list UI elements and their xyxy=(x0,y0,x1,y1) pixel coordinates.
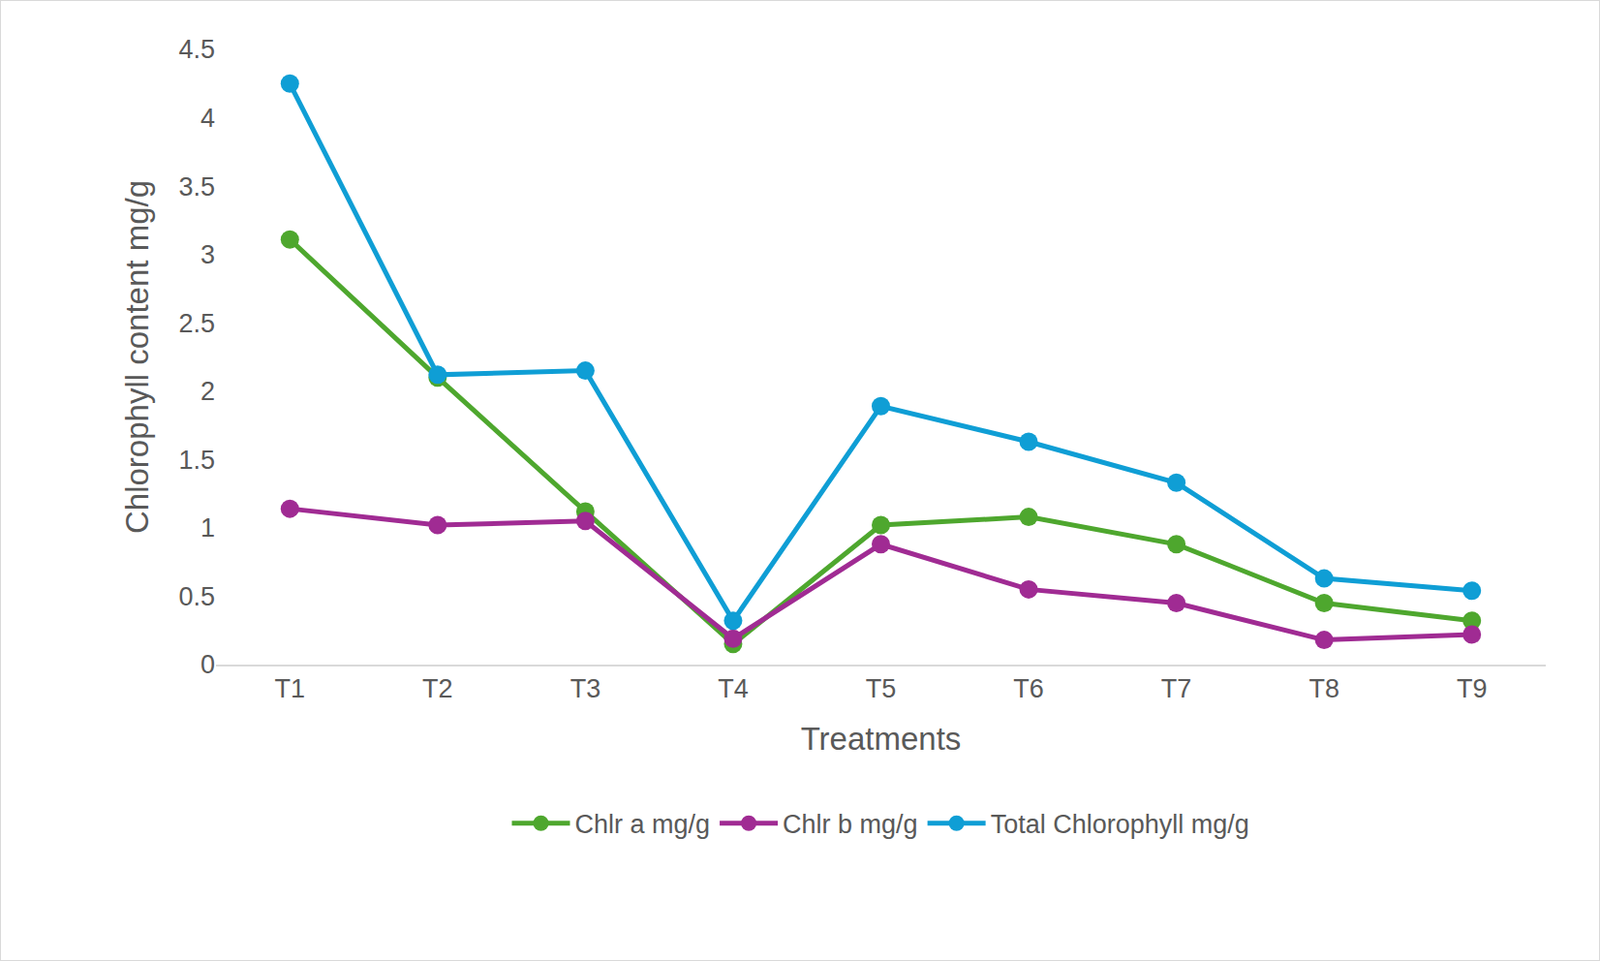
svg-text:Chlr b mg/g: Chlr b mg/g xyxy=(782,809,919,839)
svg-text:Treatments: Treatments xyxy=(800,720,962,757)
svg-text:T7: T7 xyxy=(1161,674,1193,704)
svg-text:T4: T4 xyxy=(717,674,749,704)
svg-text:T1: T1 xyxy=(275,674,307,704)
svg-text:0: 0 xyxy=(200,649,216,679)
svg-text:T2: T2 xyxy=(422,674,454,704)
svg-text:2: 2 xyxy=(200,376,216,406)
svg-text:Chlr a mg/g: Chlr a mg/g xyxy=(575,809,711,839)
svg-text:1: 1 xyxy=(200,513,216,543)
svg-text:Chlorophyll content mg/g: Chlorophyll content mg/g xyxy=(119,180,155,534)
svg-text:2.5: 2.5 xyxy=(178,308,216,339)
svg-text:T6: T6 xyxy=(1013,674,1045,704)
svg-text:0.5: 0.5 xyxy=(178,582,216,612)
svg-text:3: 3 xyxy=(200,240,216,270)
svg-text:4: 4 xyxy=(200,103,216,133)
svg-text:T5: T5 xyxy=(865,674,897,704)
svg-text:1.5: 1.5 xyxy=(178,445,216,475)
svg-text:3.5: 3.5 xyxy=(178,172,216,202)
svg-text:T8: T8 xyxy=(1308,674,1340,704)
svg-text:T9: T9 xyxy=(1456,674,1488,704)
svg-text:4.5: 4.5 xyxy=(178,34,216,64)
svg-text:Total Chlorophyll mg/g: Total Chlorophyll mg/g xyxy=(990,809,1250,839)
svg-text:T3: T3 xyxy=(570,674,602,704)
